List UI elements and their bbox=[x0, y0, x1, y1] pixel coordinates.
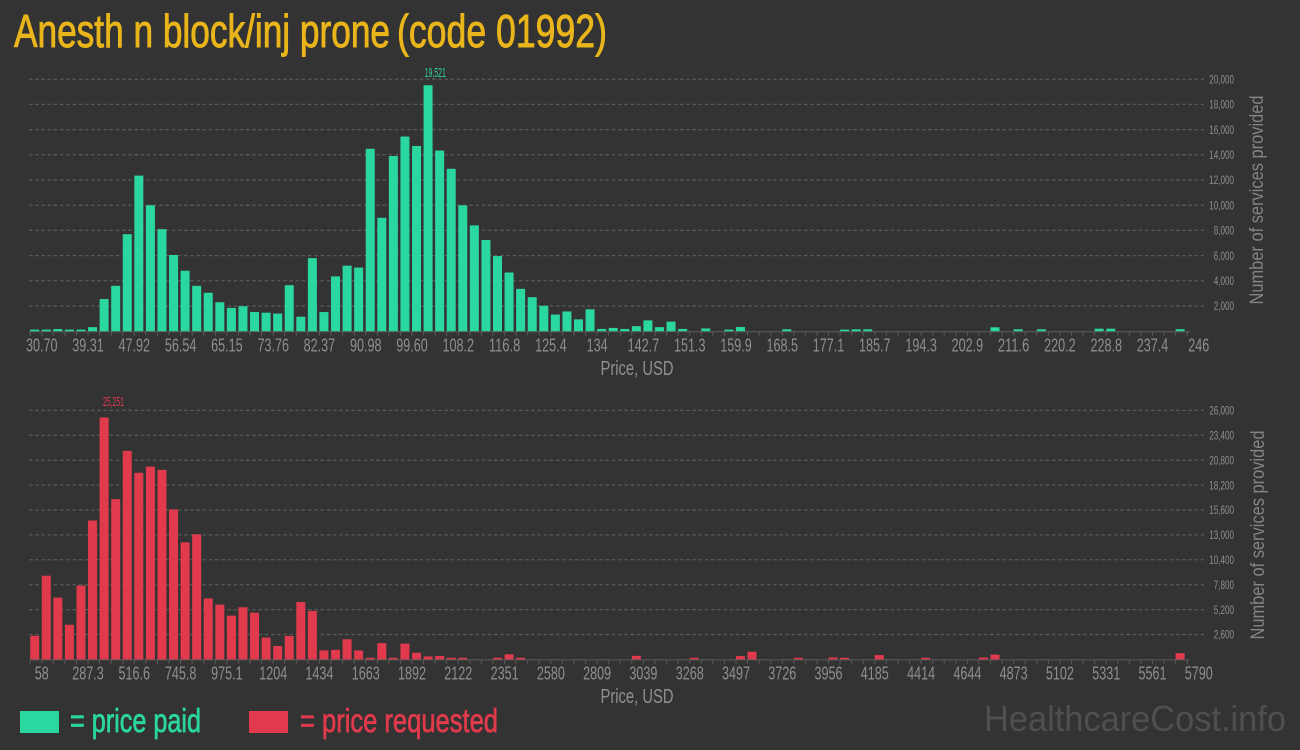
svg-text:745.8: 745.8 bbox=[165, 664, 197, 684]
svg-text:2809: 2809 bbox=[583, 664, 611, 684]
svg-text:211.6: 211.6 bbox=[998, 336, 1030, 356]
svg-text:151.3: 151.3 bbox=[674, 336, 706, 356]
svg-text:4644: 4644 bbox=[953, 664, 981, 684]
svg-text:15,600: 15,600 bbox=[1209, 503, 1234, 517]
svg-text:25,251: 25,251 bbox=[103, 394, 124, 409]
svg-text:220.2: 220.2 bbox=[1044, 336, 1076, 356]
svg-text:90.98: 90.98 bbox=[350, 336, 382, 356]
svg-text:18,200: 18,200 bbox=[1209, 478, 1234, 492]
svg-text:2,600: 2,600 bbox=[1214, 628, 1234, 642]
svg-text:56.54: 56.54 bbox=[165, 336, 197, 356]
svg-text:2351: 2351 bbox=[491, 664, 519, 684]
svg-text:8,000: 8,000 bbox=[1214, 224, 1234, 238]
svg-text:3039: 3039 bbox=[629, 664, 657, 684]
svg-text:237.4: 237.4 bbox=[1137, 336, 1169, 356]
svg-text:5,200: 5,200 bbox=[1214, 603, 1234, 617]
svg-text:18,000: 18,000 bbox=[1209, 98, 1234, 112]
svg-text:246: 246 bbox=[1188, 336, 1209, 356]
svg-text:5331: 5331 bbox=[1092, 664, 1120, 684]
svg-text:30.70: 30.70 bbox=[26, 336, 58, 356]
svg-text:= price paid: = price paid bbox=[70, 702, 201, 739]
svg-text:1892: 1892 bbox=[398, 664, 426, 684]
svg-text:23,400: 23,400 bbox=[1209, 429, 1234, 443]
svg-text:13,000: 13,000 bbox=[1209, 528, 1234, 542]
svg-text:5561: 5561 bbox=[1139, 664, 1167, 684]
svg-text:975.1: 975.1 bbox=[211, 664, 243, 684]
svg-text:14,000: 14,000 bbox=[1209, 148, 1234, 162]
svg-text:6,000: 6,000 bbox=[1214, 249, 1234, 263]
svg-text:185.7: 185.7 bbox=[859, 336, 891, 356]
svg-text:116.8: 116.8 bbox=[489, 336, 521, 356]
svg-text:2580: 2580 bbox=[537, 664, 565, 684]
svg-text:159.9: 159.9 bbox=[720, 336, 752, 356]
svg-text:82.37: 82.37 bbox=[304, 336, 336, 356]
svg-text:142.7: 142.7 bbox=[628, 336, 660, 356]
svg-text:168.5: 168.5 bbox=[766, 336, 798, 356]
svg-text:1434: 1434 bbox=[305, 664, 333, 684]
svg-text:4414: 4414 bbox=[907, 664, 935, 684]
svg-text:12,000: 12,000 bbox=[1209, 173, 1234, 187]
svg-text:19,521: 19,521 bbox=[425, 65, 446, 80]
svg-text:Number of services provided: Number of services provided bbox=[1247, 431, 1269, 640]
svg-text:20,800: 20,800 bbox=[1209, 453, 1234, 467]
svg-text:Price, USD: Price, USD bbox=[601, 686, 674, 708]
svg-text:177.1: 177.1 bbox=[813, 336, 845, 356]
svg-text:3268: 3268 bbox=[676, 664, 704, 684]
svg-text:287.3: 287.3 bbox=[72, 664, 104, 684]
svg-text:108.2: 108.2 bbox=[443, 336, 475, 356]
svg-text:20,000: 20,000 bbox=[1209, 72, 1234, 86]
svg-text:4,000: 4,000 bbox=[1214, 274, 1234, 288]
svg-text:2,000: 2,000 bbox=[1214, 299, 1234, 313]
svg-text:4873: 4873 bbox=[1000, 664, 1028, 684]
svg-text:7,800: 7,800 bbox=[1214, 578, 1234, 592]
svg-text:194.3: 194.3 bbox=[905, 336, 937, 356]
svg-text:16,000: 16,000 bbox=[1209, 123, 1234, 137]
svg-text:Anesth n block/inj prone: Anesth n block/inj prone bbox=[14, 5, 390, 57]
svg-text:2122: 2122 bbox=[444, 664, 472, 684]
svg-text:3497: 3497 bbox=[722, 664, 750, 684]
svg-text:125.4: 125.4 bbox=[535, 336, 567, 356]
svg-text:26,000: 26,000 bbox=[1209, 404, 1234, 418]
svg-text:47.92: 47.92 bbox=[119, 336, 151, 356]
svg-text:516.6: 516.6 bbox=[119, 664, 151, 684]
svg-text:HealthcareCost.info: HealthcareCost.info bbox=[984, 698, 1286, 739]
svg-text:5102: 5102 bbox=[1046, 664, 1074, 684]
svg-text:202.9: 202.9 bbox=[952, 336, 984, 356]
svg-text:99.60: 99.60 bbox=[396, 336, 428, 356]
svg-text:73.76: 73.76 bbox=[257, 336, 289, 356]
svg-text:1204: 1204 bbox=[259, 664, 287, 684]
svg-text:39.31: 39.31 bbox=[72, 336, 104, 356]
svg-text:10,400: 10,400 bbox=[1209, 553, 1234, 567]
svg-text:65.15: 65.15 bbox=[211, 336, 243, 356]
svg-text:3956: 3956 bbox=[815, 664, 843, 684]
svg-text:134: 134 bbox=[587, 336, 608, 356]
svg-text:Price, USD: Price, USD bbox=[601, 358, 674, 380]
svg-text:4185: 4185 bbox=[861, 664, 889, 684]
svg-text:3726: 3726 bbox=[768, 664, 796, 684]
svg-text:Number of services provided: Number of services provided bbox=[1246, 96, 1268, 305]
svg-text:(code 01992): (code 01992) bbox=[397, 5, 607, 57]
svg-text:58: 58 bbox=[35, 664, 49, 684]
svg-text:5790: 5790 bbox=[1185, 664, 1213, 684]
svg-text:= price requested: = price requested bbox=[300, 702, 498, 739]
svg-text:10,000: 10,000 bbox=[1209, 198, 1234, 212]
svg-text:1663: 1663 bbox=[352, 664, 380, 684]
svg-text:228.8: 228.8 bbox=[1090, 336, 1122, 356]
